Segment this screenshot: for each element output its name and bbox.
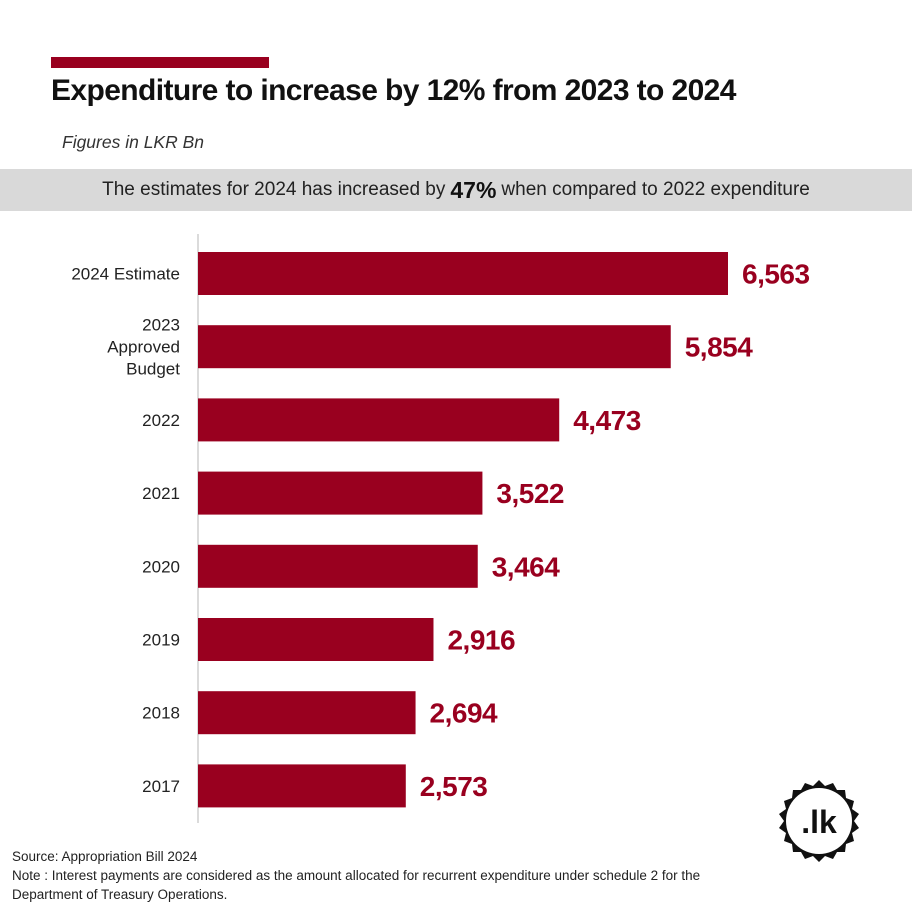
- note-text: Note : Interest payments are considered …: [12, 868, 701, 902]
- source-text: Source: Appropriation Bill 2024: [12, 849, 198, 864]
- callout-banner: The estimates for 2024 has increased by …: [0, 169, 912, 211]
- value-label-0: 6,563: [742, 259, 810, 290]
- category-label-4: 2020: [142, 557, 180, 576]
- chart-subtitle: Figures in LKR Bn: [62, 132, 205, 152]
- category-label-1: 2023 Approved Budget: [107, 316, 180, 379]
- bar-7: [198, 764, 406, 808]
- category-label-6: 2018: [142, 704, 180, 723]
- callout-suffix: when compared to 2022 expenditure: [501, 179, 810, 200]
- value-label-6: 2,694: [430, 698, 498, 729]
- category-label-3: 2021: [142, 484, 180, 503]
- bar-0: [198, 252, 728, 295]
- value-label-2: 4,473: [573, 405, 641, 436]
- category-label-0: 2024 Estimate: [71, 265, 180, 284]
- bar-2: [198, 398, 560, 442]
- value-label-4: 3,464: [492, 551, 560, 582]
- category-label-7: 2017: [142, 777, 180, 796]
- value-label-7: 2,573: [420, 771, 488, 802]
- bar-4: [198, 544, 478, 588]
- title-accent-bar: [51, 57, 269, 68]
- callout-prefix: The estimates for 2024 has increased by: [102, 179, 446, 200]
- bar-1: [198, 325, 671, 369]
- page-title: Expenditure to increase by 12% from 2023…: [51, 74, 736, 107]
- lk-seal-logo-icon: .lk: [779, 780, 859, 862]
- category-label-2: 2022: [142, 411, 180, 430]
- bar-3: [198, 471, 483, 515]
- logo-text: .lk: [801, 804, 837, 840]
- callout-highlight: 47%: [450, 176, 497, 203]
- value-label-1: 5,854: [685, 332, 753, 363]
- value-label-3: 3,522: [496, 478, 564, 509]
- value-label-5: 2,916: [447, 625, 515, 656]
- footer: Source: Appropriation Bill 2024 Note : I…: [12, 847, 712, 904]
- category-label-5: 2019: [142, 631, 180, 650]
- bar-5: [198, 618, 434, 661]
- bar-6: [198, 691, 416, 735]
